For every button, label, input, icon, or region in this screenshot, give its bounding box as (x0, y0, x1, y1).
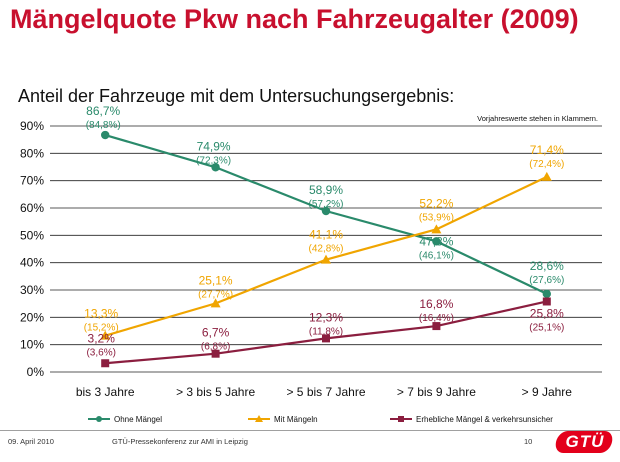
data-label: 74,9% (197, 139, 231, 153)
data-point (431, 224, 442, 234)
y-tick-label: 90% (20, 119, 44, 133)
data-point (210, 298, 221, 308)
data-point (432, 237, 441, 246)
data-label: 25,1% (199, 273, 233, 287)
x-tick-label: > 5 bis 7 Jahre (286, 385, 365, 399)
x-tick-label: > 3 bis 5 Jahre (176, 385, 255, 399)
y-tick-label: 70% (20, 174, 44, 188)
x-tick-label: > 9 Jahre (522, 385, 573, 399)
y-tick-label: 10% (20, 338, 44, 352)
data-label: 71,4% (530, 143, 564, 157)
previous-year-label: (16,4%) (419, 313, 454, 324)
y-tick-label: 30% (20, 283, 44, 297)
data-label: 86,7% (86, 104, 120, 118)
data-point (211, 163, 220, 172)
data-label: 3,2% (88, 331, 116, 345)
previous-year-label: (25,1%) (529, 322, 564, 333)
y-tick-label: 40% (20, 256, 44, 270)
data-label: 41,1% (309, 228, 343, 242)
x-tick-label: bis 3 Jahre (76, 385, 135, 399)
chart-title: Mängelquote Pkw nach Fahrzeugalter (2009… (10, 4, 579, 34)
previous-year-label: (72,3%) (196, 155, 231, 166)
footer-divider (0, 430, 620, 431)
legend-marker (398, 416, 404, 422)
footer-conference: GTÜ-Pressekonferenz zur AMI in Leipzig (112, 437, 248, 446)
data-label: 13,3% (84, 307, 118, 321)
legend-label: Ohne Mängel (114, 415, 162, 424)
data-label: 58,9% (309, 183, 343, 197)
previous-year-label: (84,8%) (86, 120, 121, 131)
data-point (101, 359, 110, 368)
x-tick-label: > 7 bis 9 Jahre (397, 385, 476, 399)
previous-year-label: (27,6%) (529, 275, 564, 286)
data-point (542, 289, 551, 299)
previous-year-label: (27,7%) (198, 289, 233, 300)
chart-subtitle: Anteil der Fahrzeuge mit dem Untersuchun… (18, 86, 455, 106)
legend-marker (96, 416, 102, 422)
previous-year-label: (15,2%) (84, 323, 119, 334)
data-point (101, 130, 110, 140)
data-point (321, 206, 331, 216)
data-point (432, 322, 441, 331)
previous-year-label: (53,9%) (419, 212, 454, 223)
previous-year-label: (6,8%) (201, 342, 230, 353)
y-tick-label: 50% (20, 228, 44, 242)
data-point (541, 171, 552, 181)
y-tick-label: 60% (20, 201, 44, 215)
previous-year-note: Vorjahreswerte stehen in Klammern. (477, 114, 598, 123)
y-tick-label: 80% (20, 146, 44, 160)
data-point (542, 297, 551, 306)
footer-date: 09. April 2010 (8, 437, 54, 446)
data-point (322, 334, 330, 343)
y-tick-label: 20% (20, 310, 44, 324)
data-point (100, 330, 111, 340)
gtu-logo: GTÜ (553, 428, 615, 458)
data-label: 47,8% (419, 234, 453, 248)
previous-year-label: (46,1%) (419, 250, 454, 261)
data-point (211, 349, 220, 358)
previous-year-label: (3,6%) (86, 347, 115, 358)
previous-year-label: (57,2%) (308, 199, 343, 210)
data-label: 16,8% (419, 297, 453, 311)
y-tick-label: 0% (27, 365, 45, 379)
legend-label: Mit Mängeln (274, 415, 318, 424)
data-label: 52,2% (419, 196, 453, 210)
data-label: 6,7% (202, 326, 230, 340)
line-chart: 0% 10% 20% 30% 40% 50% 60% 70% 80% 90% bis 3 Jahre… (20, 104, 602, 424)
data-point (321, 254, 331, 264)
footer-page-number: 10 (524, 437, 533, 446)
legend-marker (255, 415, 263, 422)
data-label: 25,8% (530, 306, 564, 320)
previous-year-label: (11,8%) (309, 326, 343, 337)
gtu-logo-text: GTÜ (565, 432, 605, 451)
previous-year-label: (72,4%) (529, 159, 564, 170)
previous-year-label: (42,8%) (308, 244, 343, 255)
legend-label: Erhebliche Mängel & verkehrsunsicher (416, 415, 553, 424)
data-label: 28,6% (530, 259, 564, 273)
data-label: 12,3% (309, 310, 343, 324)
